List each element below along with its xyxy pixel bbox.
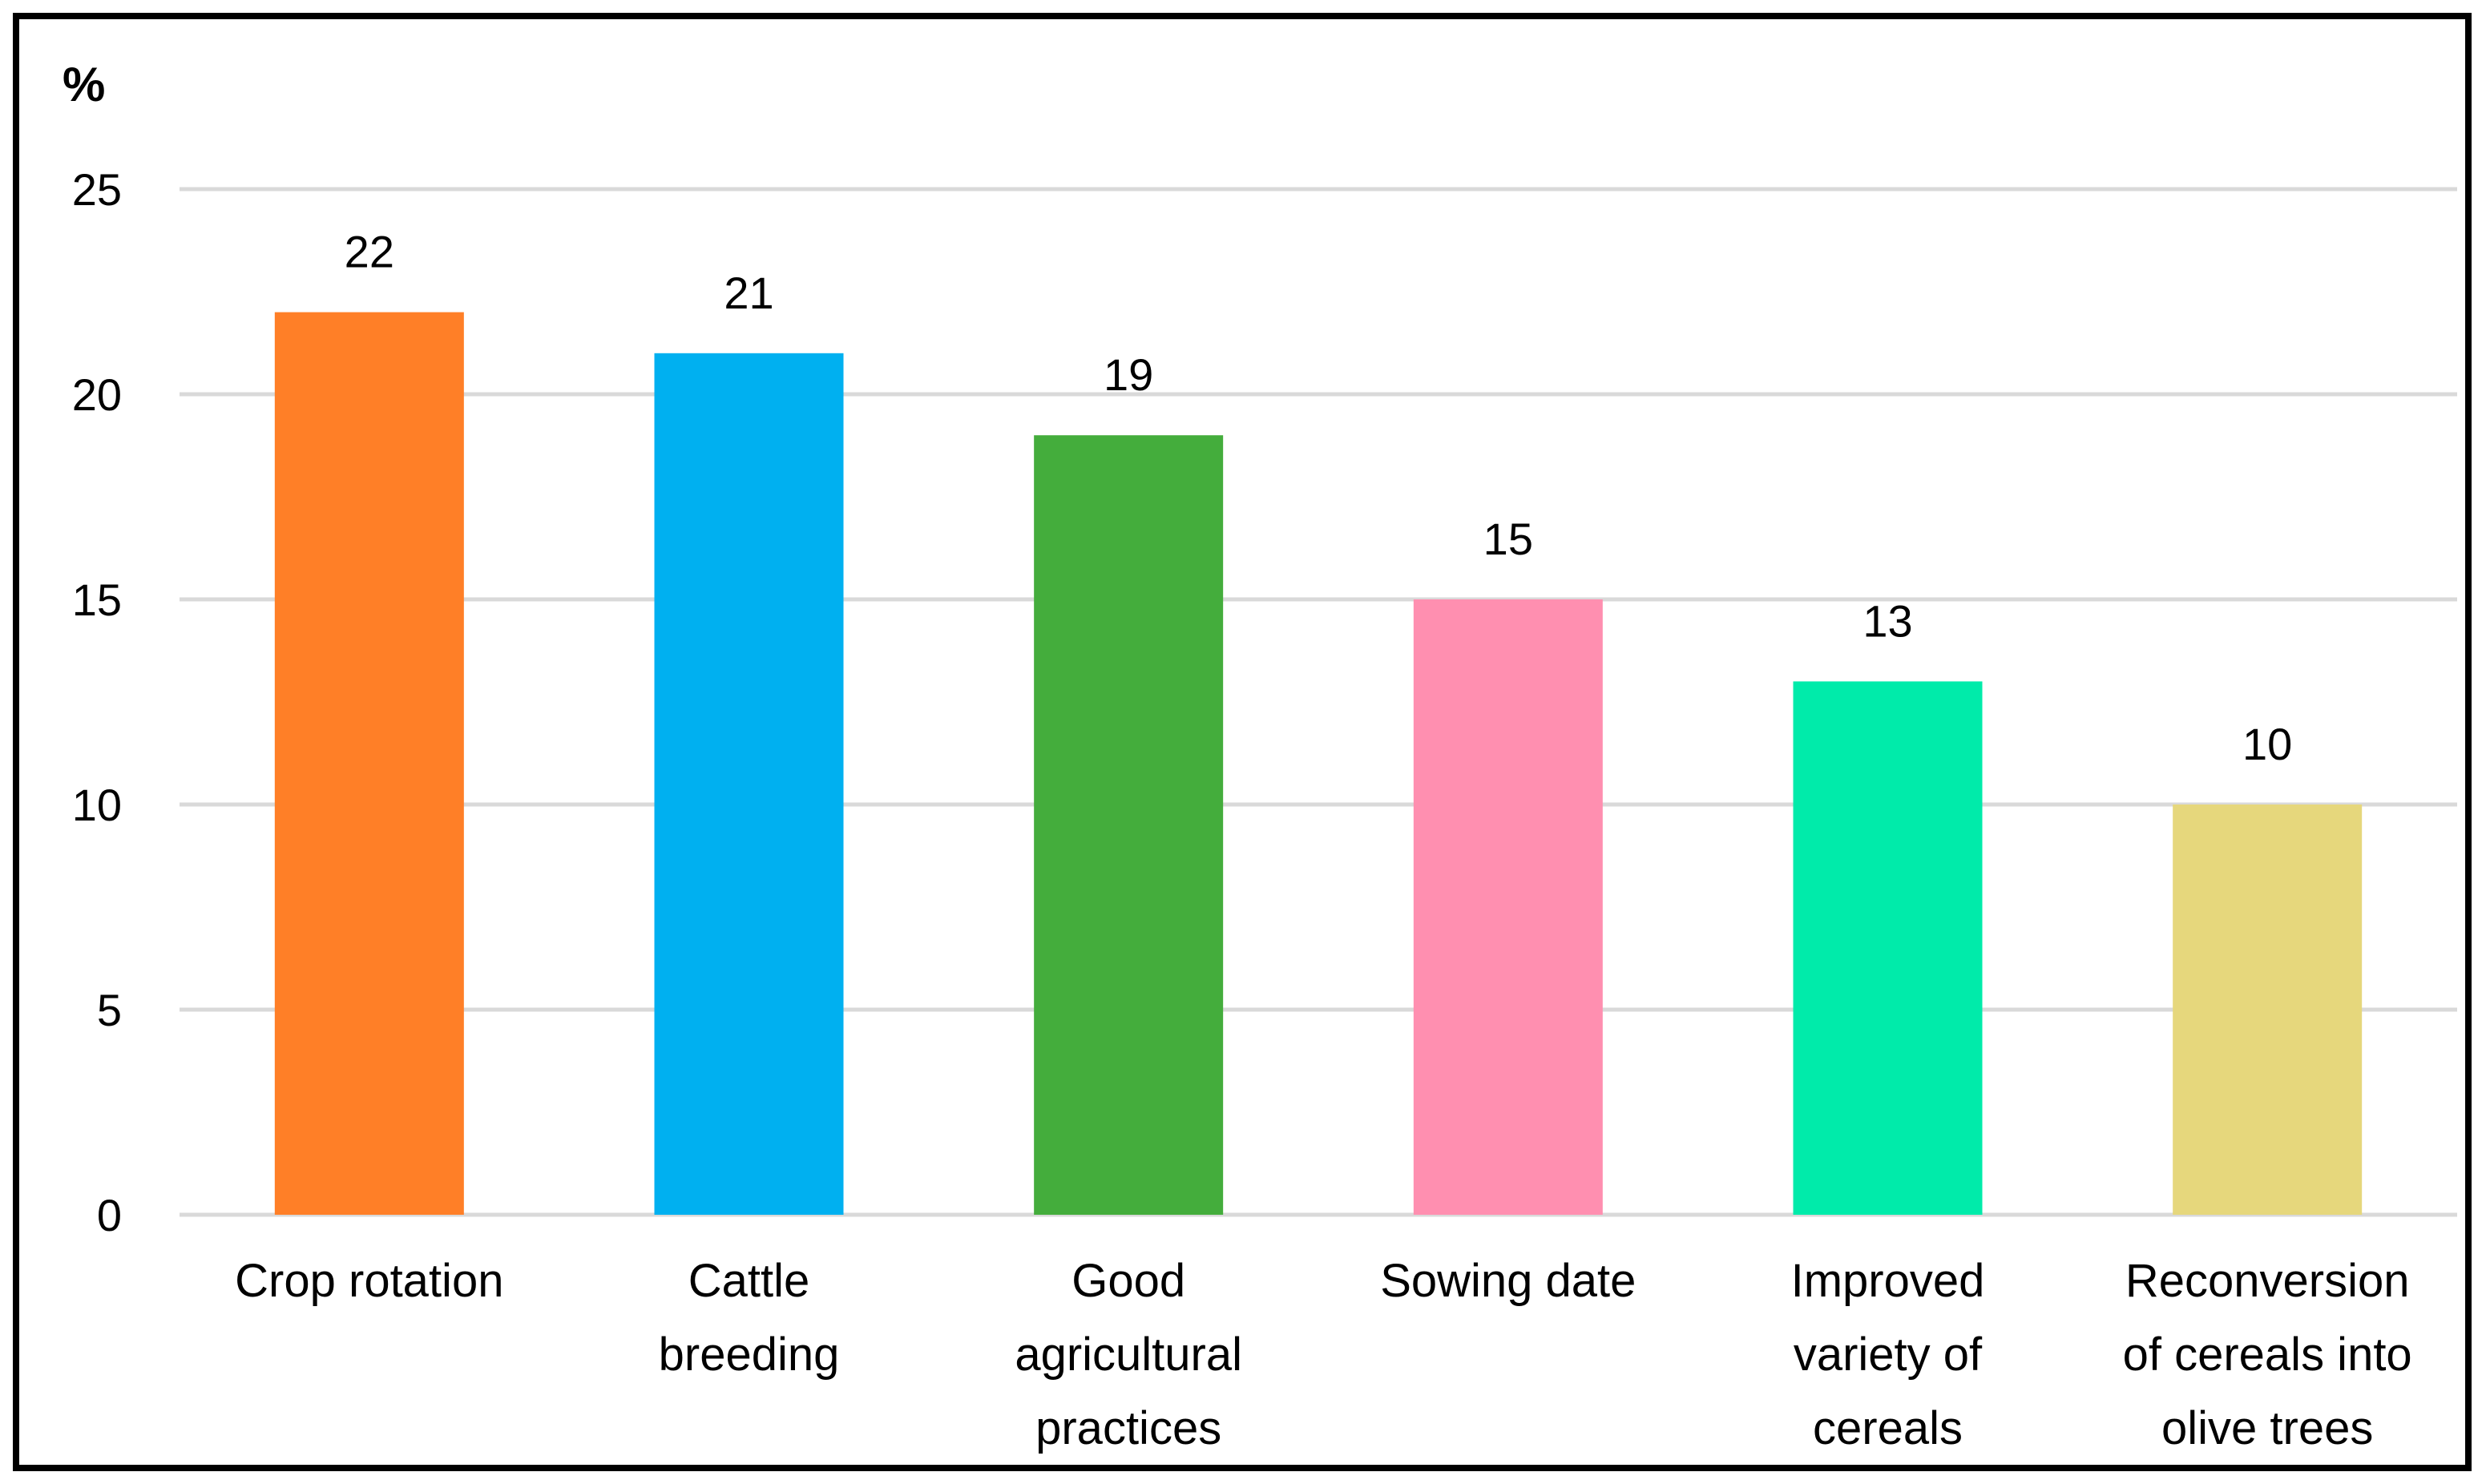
y-tick-label: 20 (72, 369, 122, 420)
bar (1034, 435, 1224, 1215)
data-label: 15 (1483, 514, 1533, 564)
category-label: cereals (1813, 1402, 1963, 1454)
category-label: variety of (1794, 1329, 1983, 1381)
bar (1793, 681, 1983, 1215)
category-label: breeding (659, 1329, 840, 1381)
category-label: practices (1035, 1402, 1221, 1454)
data-labels: 22 21 19 15 13 10 (345, 227, 2293, 769)
x-axis-categories: Crop rotation Cattle breeding Good agricultu… (235, 1255, 2412, 1454)
bar (274, 312, 464, 1216)
data-label: 10 (2242, 719, 2292, 769)
category-label: of cereals into (2123, 1329, 2412, 1381)
category-label: Improved (1791, 1255, 1985, 1307)
bar (1413, 599, 1603, 1215)
y-tick-label: 25 (72, 164, 122, 215)
category-label: Sowing date (1380, 1255, 1636, 1307)
category-label: Cattle (688, 1255, 810, 1307)
gridlines (180, 187, 2457, 1217)
data-label: 19 (1104, 349, 1153, 400)
data-label: 21 (724, 268, 773, 318)
category-label: Crop rotation (235, 1255, 503, 1307)
category-label: Reconversion (2125, 1255, 2410, 1307)
y-tick-label: 10 (72, 780, 122, 830)
chart-frame: 0 5 10 15 20 25 22 21 19 15 13 10 Crop rotation Cat… (13, 13, 2472, 1471)
bar-chart: 0 5 10 15 20 25 22 21 19 15 13 10 Crop rotation Cat… (63, 58, 2457, 1454)
data-label: 13 (1862, 595, 1912, 646)
bars (274, 312, 2363, 1216)
bar (2173, 805, 2363, 1215)
bar (654, 353, 844, 1215)
y-tick-label: 5 (97, 985, 122, 1035)
category-label: olive trees (2161, 1402, 2373, 1454)
y-axis-title: % (63, 58, 105, 111)
y-axis-ticks: 0 5 10 15 20 25 (72, 164, 122, 1240)
y-tick-label: 15 (72, 575, 122, 625)
category-label: agricultural (1015, 1329, 1242, 1381)
data-label: 22 (345, 227, 394, 277)
category-label: Good (1071, 1255, 1185, 1307)
y-tick-label: 0 (97, 1190, 122, 1240)
